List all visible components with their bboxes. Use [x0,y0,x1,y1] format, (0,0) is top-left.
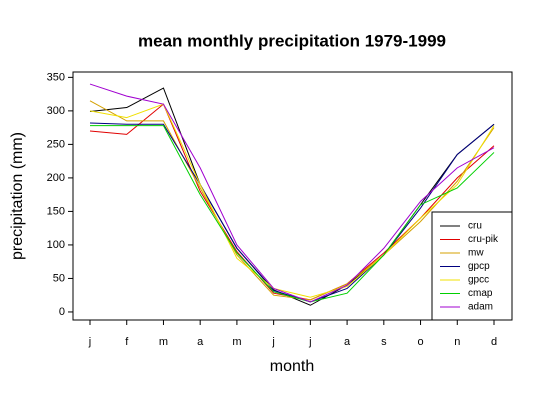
x-tick-label: a [344,336,351,348]
x-tick-label: m [159,336,168,348]
x-tick-label: m [232,336,241,348]
y-tick-label: 350 [47,71,65,83]
y-tick-label: 300 [47,105,65,117]
series-line [90,125,495,303]
y-tick-label: 250 [47,138,65,150]
x-tick-label: f [125,336,129,348]
legend-label: cru [468,221,482,232]
series-line [89,100,495,301]
series-line [89,103,495,298]
x-tick-label: s [381,336,387,348]
x-tick-label: o [417,336,423,348]
legend-label: adam [468,302,493,313]
y-tick-label: 150 [47,205,65,217]
x-tick-label: j [88,336,91,348]
y-axis-label: precipitation (mm) [9,132,26,260]
legend-label: cru-pik [468,234,499,245]
y-tick-label: 200 [47,172,65,184]
legend-label: mw [468,248,484,259]
plot-frame [72,71,513,321]
x-tick-label: d [491,336,497,348]
x-tick-label: j [308,336,311,348]
series-line [89,122,495,303]
legend-label: cmap [468,288,493,299]
y-tick-label: 0 [59,306,65,318]
legend-label: gpcp [468,261,490,272]
x-tick-label: j [271,336,274,348]
x-tick-label: a [197,336,204,348]
legend-label: gpcc [468,275,489,286]
y-tick-label: 100 [47,239,65,251]
series-line [89,83,495,303]
x-tick-label: n [454,336,460,348]
chart-title: mean monthly precipitation 1979-1999 [138,31,446,50]
y-tick-label: 50 [53,272,65,284]
x-axis-label: month [270,358,314,375]
